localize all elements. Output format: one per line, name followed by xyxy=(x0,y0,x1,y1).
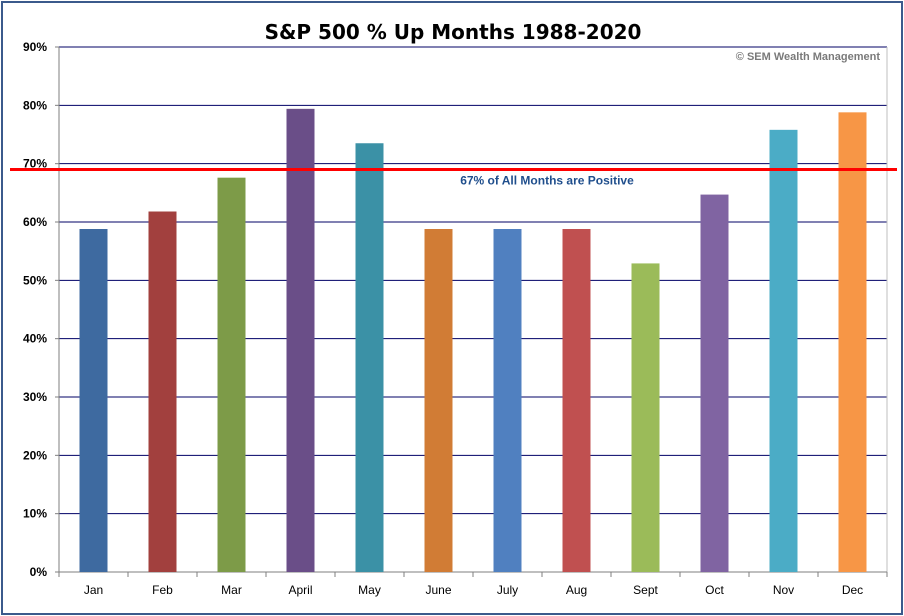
y-tick-label: 10% xyxy=(23,507,47,521)
bar-july xyxy=(493,229,522,572)
reference-line-group: 67% of All Months are Positive xyxy=(10,168,897,188)
y-tick-label: 60% xyxy=(23,215,47,229)
y-tick-label: 0% xyxy=(30,565,48,579)
bar-feb xyxy=(148,211,177,572)
x-tick-label: Aug xyxy=(566,583,587,597)
x-tick-label: July xyxy=(497,583,518,597)
y-tick-label: 20% xyxy=(23,448,47,462)
bar-june xyxy=(424,229,453,572)
bar-may xyxy=(355,143,384,572)
x-tick-label: Sept xyxy=(633,583,658,597)
x-tick-label: Nov xyxy=(773,583,794,597)
axis-labels: 0% 10% 20% 30% 40% 50% 60% 70% 80% 90% Jan Feb Mar Ap… xyxy=(23,40,863,597)
x-tick-label: April xyxy=(288,583,312,597)
chart-title: S&P 500 % Up Months 1988-2020 xyxy=(265,20,642,44)
bar-oct xyxy=(700,194,729,573)
x-tick-label: Mar xyxy=(221,583,242,597)
y-tick-label: 80% xyxy=(23,98,47,112)
bar-dec xyxy=(838,112,867,572)
y-tick-label: 70% xyxy=(23,157,47,171)
x-tick-label: June xyxy=(425,583,451,597)
y-tick-label: 90% xyxy=(23,40,47,54)
bar-jan xyxy=(79,229,108,572)
x-tick-label: Feb xyxy=(152,583,173,597)
y-tick-label: 50% xyxy=(23,273,47,287)
bar-aug xyxy=(562,229,591,572)
bar-sept xyxy=(631,263,660,572)
bar-april xyxy=(286,108,315,572)
credit-text: © SEM Wealth Management xyxy=(736,51,881,63)
y-tick-label: 40% xyxy=(23,332,47,346)
grid-lines xyxy=(59,46,887,515)
axes xyxy=(55,46,888,577)
y-tick-label: 30% xyxy=(23,390,47,404)
bars xyxy=(79,108,867,573)
bar-nov xyxy=(769,129,798,573)
reference-line-label: 67% of All Months are Positive xyxy=(460,174,634,188)
x-tick-label: May xyxy=(358,583,381,597)
bar-mar xyxy=(217,177,246,572)
x-tick-label: Oct xyxy=(705,583,724,597)
x-tick-label: Dec xyxy=(842,583,863,597)
x-tick-label: Jan xyxy=(84,583,103,597)
